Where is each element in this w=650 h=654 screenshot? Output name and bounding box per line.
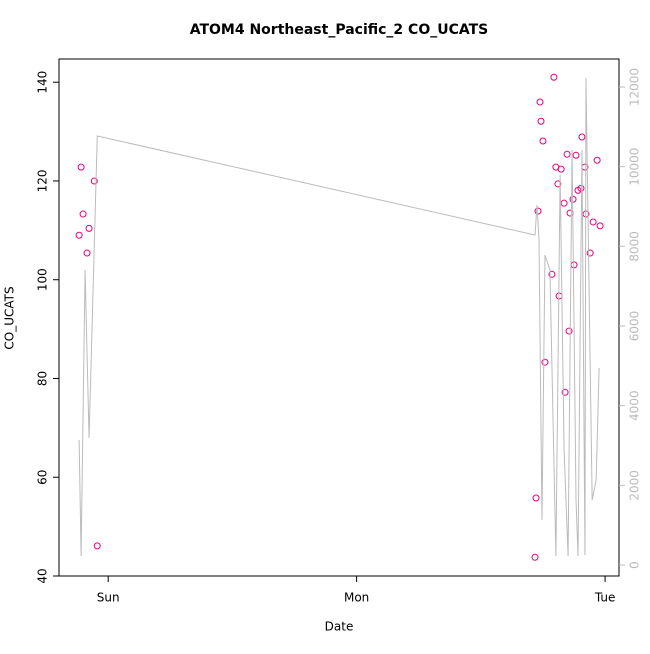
y-tick-label: 60 [36, 470, 50, 485]
x-tick-label: Tue [594, 591, 616, 605]
scatter-point [596, 222, 604, 230]
scatter-point [85, 224, 93, 232]
scatter-point [557, 165, 565, 173]
chart-title: ATOM4 Northeast_Pacific_2 CO_UCATS [190, 22, 489, 38]
y-tick-label: 100 [36, 268, 50, 291]
scatter-point [537, 117, 545, 125]
y-tick-label: 40 [36, 568, 50, 583]
y-tick-label: 140 [36, 71, 50, 94]
scatter-point [534, 207, 542, 215]
plot-frame [58, 58, 620, 577]
y2-tick-label: 8000 [628, 231, 642, 262]
scatter-point [83, 249, 91, 257]
scatter-point [572, 151, 580, 159]
scatter-point [77, 163, 85, 171]
scatter-point [93, 542, 101, 550]
y2-tick-label: 6000 [628, 311, 642, 342]
scatter-point [565, 327, 573, 335]
y-tick-label: 120 [36, 170, 50, 193]
scatter-point [561, 388, 569, 396]
y-tick-label: 80 [36, 371, 50, 386]
scatter-point [586, 249, 594, 257]
scatter-point [563, 150, 571, 158]
x-tick-label: Mon [344, 591, 369, 605]
scatter-point [539, 137, 547, 145]
scatter-point [578, 133, 586, 141]
scatter-point [532, 494, 540, 502]
scatter-point [90, 177, 98, 185]
scatter-point [75, 231, 83, 239]
y2-tick-label: 12000 [628, 68, 642, 106]
y2-tick-label: 2000 [628, 470, 642, 501]
y2-tick-label: 4000 [628, 390, 642, 421]
scatter-point [593, 156, 601, 164]
scatter-point [550, 73, 558, 81]
scatter-point [548, 270, 556, 278]
scatter-point [570, 261, 578, 269]
scatter-point [536, 98, 544, 106]
series-line [78, 77, 600, 557]
scatter-point [531, 553, 539, 561]
scatter-point [541, 358, 549, 366]
scatter-point [566, 209, 574, 217]
y-axis-label: CO_UCATS [3, 286, 17, 349]
x-axis-label: Date [325, 620, 354, 634]
scatter-point [577, 184, 585, 192]
y2-tick-label: 10000 [628, 148, 642, 186]
scatter-point [589, 218, 597, 226]
y2-tick-label: 0 [628, 561, 642, 569]
scatter-point [560, 199, 568, 207]
scatter-point [79, 210, 87, 218]
x-tick-label: Sun [97, 591, 120, 605]
scatter-point [554, 180, 562, 188]
